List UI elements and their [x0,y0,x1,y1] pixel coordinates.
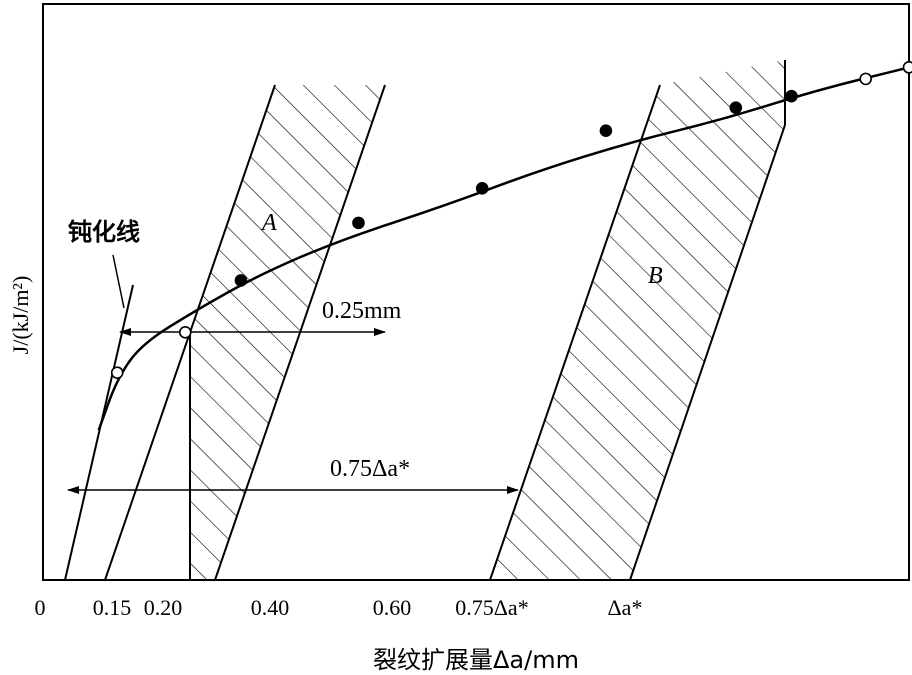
region-b-hatch [490,60,785,580]
x-tick-label: 0.15 [93,595,132,620]
data-point-open [859,72,873,86]
plot-frame [42,3,910,581]
data-point-filled [475,182,489,195]
x-tick-label: 0 [35,595,46,620]
data-points [110,61,912,379]
data-point-open [110,366,124,379]
region-b-label: B [648,263,663,289]
offset-line-full [629,124,786,581]
x-tick-label: 0.20 [144,595,183,620]
data-point-filled [599,124,613,138]
j-resistance-curve [97,66,910,431]
blunting-label-leader [112,254,125,309]
region-a-hatch [190,85,385,332]
x-tick-label: 0.60 [373,595,412,620]
offset-075-label: 0.75Δa* [330,456,410,482]
region-a-lower-hatch [190,332,300,580]
data-point-filled [785,89,798,103]
blunting-line-label: 钝化线 [68,218,140,246]
offset-025-label: 0.25mm [322,298,402,324]
blunting-line [64,284,134,581]
x-tick-label: 0.75Δa* [455,595,528,620]
data-point-filled [234,274,248,287]
data-point-filled [352,216,365,230]
x-tick-label: Δa* [608,595,643,620]
y-axis-title: J/(kJ/m²) [8,276,33,355]
region-a-label: A [260,210,277,236]
data-point-open [902,61,912,74]
data-point-filled [729,101,743,114]
offset-line-075 [489,84,661,581]
x-axis-title: 裂纹扩展量Δa/mm [373,646,579,674]
data-point-open [178,326,192,339]
x-tick-label: 0.40 [251,595,290,620]
